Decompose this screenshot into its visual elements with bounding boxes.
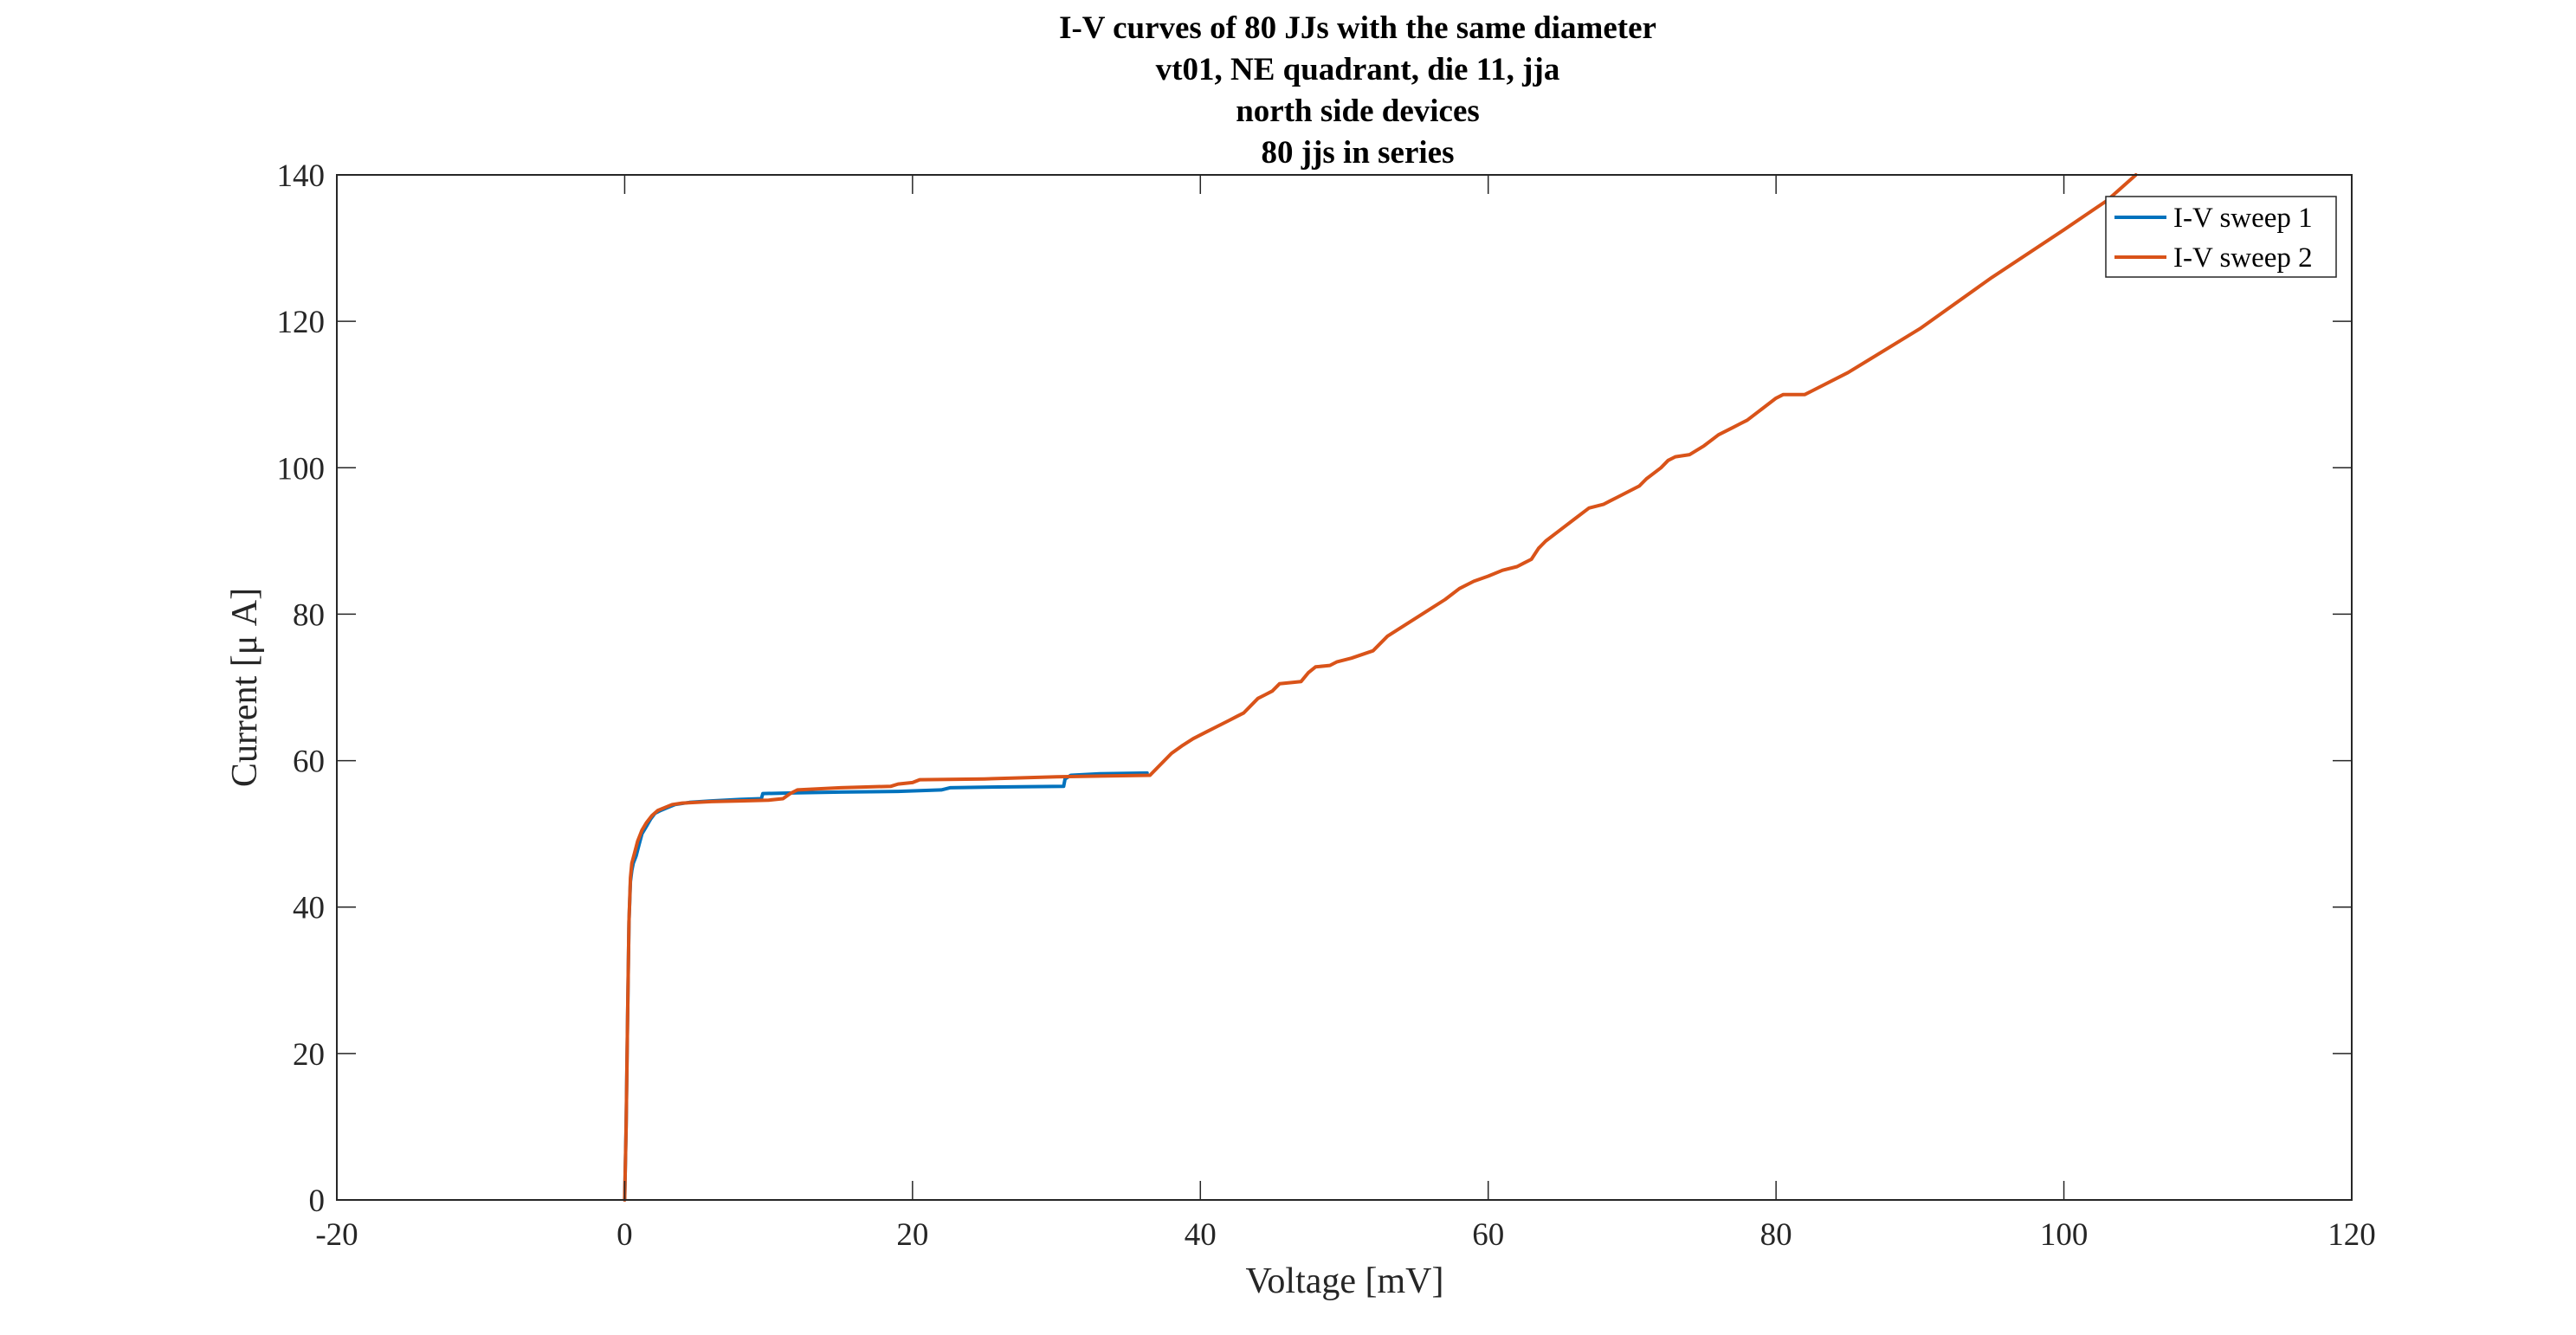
x-tick-label: 20 [896,1217,928,1253]
title-line-1: I-V curves of 80 JJs with the same diame… [1059,10,1656,46]
title-line-2: vt01, NE quadrant, die 11, jja [1156,52,1560,87]
x-tick-label: -20 [315,1217,358,1253]
x-axis-label: Voltage [mV] [1245,1261,1443,1301]
x-tick-label: 120 [2327,1217,2376,1253]
title-line-3: north side devices [1236,94,1480,129]
legend-box [2105,196,2337,278]
y-tick-label: 20 [293,1037,325,1073]
plot-area [337,175,2352,1200]
x-tick-label: 40 [1185,1217,1217,1253]
x-axis-ticks: -20 0 20 40 60 80 100 120 [315,175,2376,1253]
chart-title: I-V curves of 80 JJs with the same diame… [1059,10,1656,171]
legend-label-sweep-1: I-V sweep 1 [2173,203,2313,234]
x-tick-label: 0 [617,1217,633,1253]
title-line-4: 80 jjs in series [1262,135,1455,171]
y-tick-label: 60 [293,745,325,780]
y-tick-label: 140 [277,158,326,194]
y-tick-label: 0 [309,1183,326,1219]
legend-label-sweep-2: I-V sweep 2 [2173,242,2313,274]
x-tick-label: 100 [2040,1217,2089,1253]
x-tick-label: 60 [1472,1217,1504,1253]
y-tick-label: 100 [277,451,326,487]
series-lines [623,173,2138,1202]
x-tick-label: 80 [1760,1217,1792,1253]
y-tick-label: 120 [277,305,326,340]
series-line-2 [623,173,2138,1202]
y-tick-label: 80 [293,597,325,633]
y-tick-label: 40 [293,891,325,926]
y-axis-label: Current [μ A] [225,588,265,787]
legend: I-V sweep 1 I-V sweep 2 [2105,196,2337,278]
plot-box [336,174,2353,1201]
